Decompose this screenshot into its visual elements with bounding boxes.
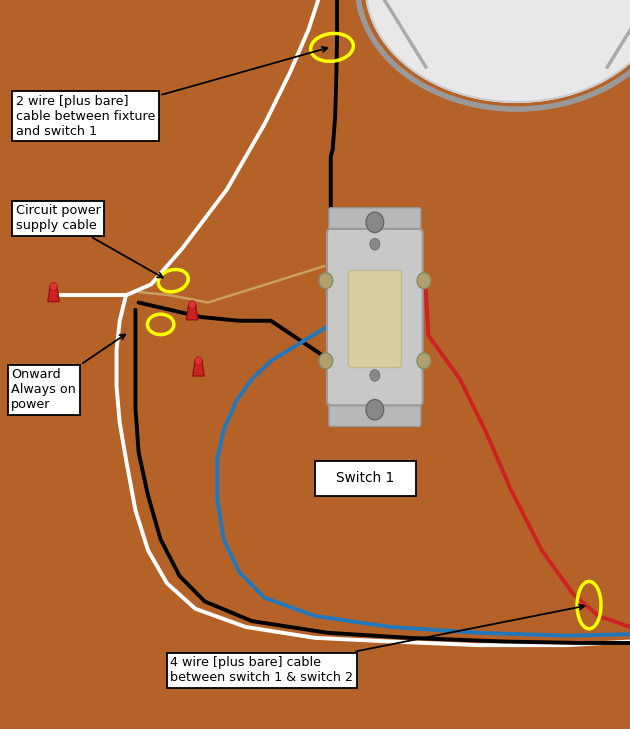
FancyBboxPatch shape (329, 208, 421, 241)
Text: Onward
Always on
power: Onward Always on power (11, 335, 125, 411)
Polygon shape (193, 360, 204, 376)
Circle shape (319, 353, 333, 369)
Circle shape (417, 353, 431, 369)
FancyBboxPatch shape (348, 270, 401, 367)
Circle shape (366, 399, 384, 420)
Circle shape (188, 300, 196, 309)
Text: 2 wire [plus bare]
cable between fixture
and switch 1: 2 wire [plus bare] cable between fixture… (16, 47, 328, 138)
Circle shape (319, 273, 333, 289)
Circle shape (370, 370, 380, 381)
Polygon shape (365, 0, 630, 102)
FancyBboxPatch shape (329, 393, 421, 426)
FancyBboxPatch shape (315, 461, 416, 496)
Polygon shape (365, 0, 630, 102)
Circle shape (195, 356, 202, 365)
Text: Switch 1: Switch 1 (336, 471, 394, 486)
Text: 4 wire [plus bare] cable
between switch 1 & switch 2: 4 wire [plus bare] cable between switch … (170, 604, 585, 684)
FancyBboxPatch shape (327, 229, 423, 405)
Text: Circuit power
supply cable: Circuit power supply cable (16, 204, 163, 278)
Circle shape (366, 212, 384, 233)
Circle shape (50, 282, 57, 291)
Circle shape (370, 238, 380, 250)
Polygon shape (48, 286, 59, 302)
Circle shape (417, 273, 431, 289)
Polygon shape (186, 304, 198, 320)
